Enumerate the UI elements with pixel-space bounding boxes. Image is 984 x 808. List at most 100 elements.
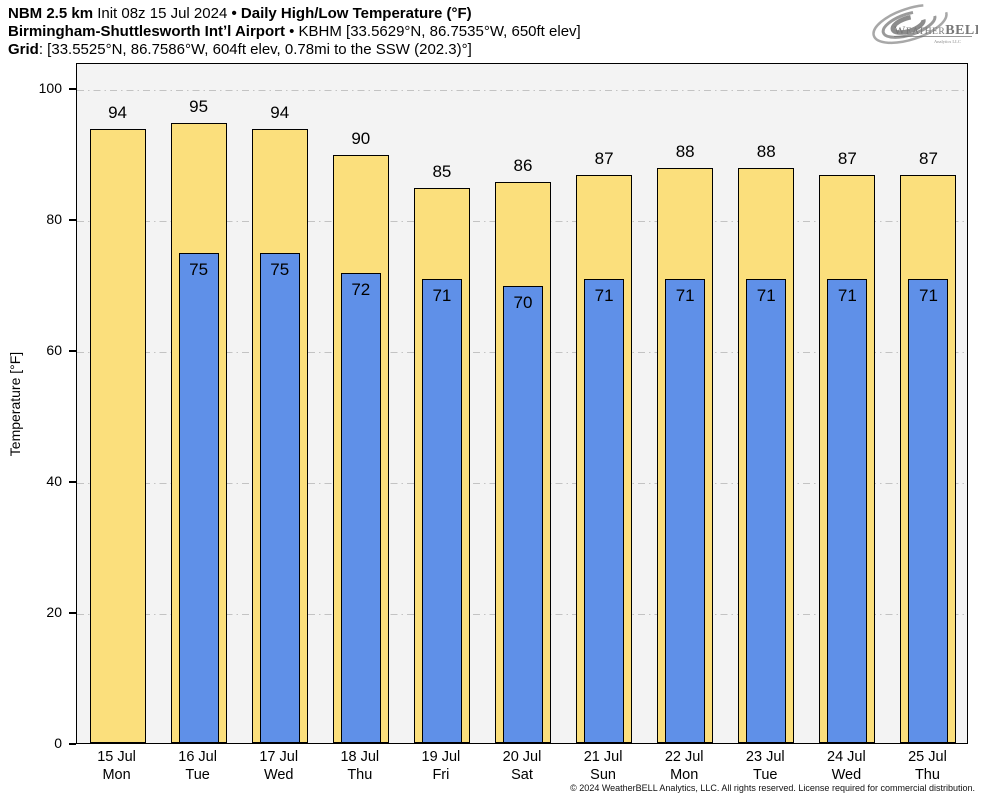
bullet-separator: • (289, 23, 295, 40)
y-tick-mark (69, 350, 76, 352)
high-value-label: 90 (351, 129, 371, 149)
weatherbell-logo: WEATHERBELL Analytics LLC (872, 3, 978, 45)
high-value-label: 85 (432, 162, 452, 182)
header-line-3: Grid: [33.5525°N, 86.7586°W, 604ft elev,… (8, 41, 581, 59)
x-tick: 16 Jul Tue (153, 748, 243, 784)
x-tick-date: 25 Jul (908, 749, 947, 765)
init-time: Init 08z 15 Jul 2024 (93, 5, 232, 22)
bullet-separator: • (231, 5, 237, 22)
x-tick-day: Fri (432, 767, 450, 783)
low-value-label: 75 (270, 260, 290, 280)
plot-area: 94 95 75 94 75 90 72 85 71 86 70 87 71 88 71 88 71 87 71 87… (76, 63, 968, 744)
x-tick: 21 Jul Sun (558, 748, 648, 784)
logo-text-weather: WEATHERBELL (894, 23, 978, 38)
y-tick-label: 100 (38, 80, 62, 97)
low-bar (421, 279, 462, 743)
swirl-middle (881, 9, 937, 39)
x-tick: 23 Jul Tue (720, 748, 810, 784)
y-tick-mark (69, 743, 76, 745)
low-bar (503, 285, 543, 743)
chart-header: NBM 2.5 km Init 08z 15 Jul 2024 • Daily … (8, 5, 581, 59)
y-tick-label: 20 (46, 604, 62, 621)
x-tick: 18 Jul Thu (315, 748, 405, 784)
high-value-label: 86 (513, 155, 533, 175)
low-bar (827, 279, 868, 743)
model-name: NBM 2.5 km (8, 5, 94, 22)
x-tick: 22 Jul Mon (639, 748, 729, 784)
x-tick-date: 19 Jul (421, 749, 461, 765)
low-value-label: 71 (675, 286, 695, 306)
station-name: Birmingham-Shuttlesworth Intʼl Airport (8, 23, 290, 40)
x-tick: 20 Jul Sat (477, 748, 567, 784)
x-tick: 25 Jul Thu (882, 748, 972, 784)
x-tick-day: Tue (185, 767, 210, 783)
x-tick-date: 15 Jul (97, 749, 136, 765)
high-value-label: 94 (270, 103, 290, 123)
header-line-2: Birmingham-Shuttlesworth Intʼl Airport •… (8, 23, 581, 41)
y-tick-label: 0 (54, 735, 62, 751)
y-tick-mark (69, 481, 76, 483)
low-value-label: 71 (837, 286, 857, 306)
y-tick-mark (69, 612, 76, 614)
high-bar (89, 129, 146, 743)
station-details: KBHM [33.5629°N, 86.7535°W, 650ft elev] (294, 23, 581, 40)
x-tick: 24 Jul Wed (801, 748, 891, 784)
x-tick-day: Tue (753, 767, 778, 783)
x-tick-day: Sun (590, 767, 616, 783)
x-tick-day: Mon (670, 767, 699, 783)
x-tick-day: Thu (914, 767, 940, 783)
x-tick-date: 16 Jul (178, 749, 217, 765)
y-axis: 0 20 40 60 80 100 (0, 63, 76, 751)
low-bar (665, 279, 706, 743)
high-value-label: 87 (837, 149, 857, 168)
header-line-1: NBM 2.5 km Init 08z 15 Jul 2024 • Daily … (8, 5, 581, 23)
high-value-label: 87 (594, 149, 614, 168)
x-tick: 17 Jul Wed (234, 748, 324, 784)
x-tick-date: 18 Jul (340, 749, 380, 765)
x-tick-day: Sat (511, 767, 533, 783)
gridline (77, 90, 967, 92)
low-value-label: 71 (918, 286, 938, 306)
low-bar (340, 272, 381, 743)
y-tick-label: 80 (46, 211, 62, 228)
high-value-label: 88 (756, 142, 776, 162)
high-value-label: 88 (675, 142, 695, 162)
low-bar (584, 279, 625, 743)
low-bar (746, 279, 787, 743)
x-tick-day: Mon (102, 767, 131, 783)
x-tick-date: 24 Jul (827, 749, 866, 765)
low-value-label: 71 (756, 286, 776, 306)
x-tick-day: Wed (263, 767, 294, 783)
low-value-label: 71 (594, 286, 614, 306)
y-tick-label: 40 (46, 473, 62, 490)
x-tick: 19 Jul Fri (396, 748, 486, 784)
logo-text-bell: BELL (945, 23, 978, 38)
low-value-label: 70 (513, 292, 533, 312)
low-value-label: 72 (351, 279, 371, 299)
x-tick-date: 23 Jul (745, 749, 785, 765)
x-tick-date: 21 Jul (583, 749, 623, 765)
low-value-label: 75 (189, 260, 209, 280)
swirl-inner (890, 14, 926, 35)
high-value-label: 87 (918, 149, 938, 168)
x-tick-day: Wed (831, 767, 862, 783)
low-bar (259, 253, 300, 743)
grid-label: Grid (8, 41, 39, 58)
x-tick-day: Thu (347, 767, 373, 783)
chart-title: Daily High/Low Temperature (°F) (236, 5, 472, 22)
x-tick-date: 20 Jul (502, 749, 542, 765)
high-value-label: 94 (108, 103, 127, 123)
grid-details: : [33.5525°N, 86.7586°W, 604ft elev, 0.7… (38, 41, 472, 58)
high-value-label: 95 (189, 96, 209, 116)
low-bar (908, 279, 949, 743)
x-tick-date: 22 Jul (664, 749, 704, 765)
x-tick: 15 Jul Mon (72, 748, 162, 784)
y-tick-mark (69, 219, 76, 221)
x-tick-date: 17 Jul (259, 749, 299, 765)
y-tick-label: 60 (46, 342, 62, 359)
x-axis: 15 Jul Mon 16 Jul Tue 17 Jul Wed 18 Jul Thu 19 J… (76, 748, 968, 788)
low-value-label: 71 (432, 286, 452, 306)
low-bar (178, 253, 219, 743)
footer-copyright: © 2024 WeatherBELL Analytics, LLC. All r… (570, 783, 975, 793)
